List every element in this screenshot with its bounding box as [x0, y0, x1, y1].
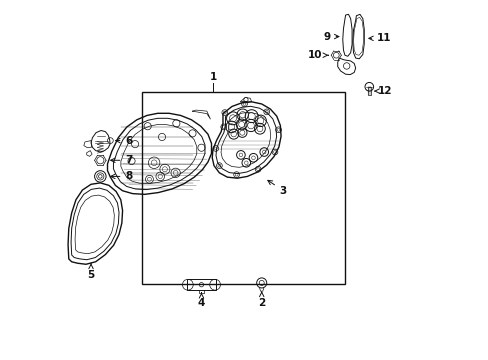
- Bar: [142, 92, 344, 284]
- Text: 3: 3: [267, 180, 286, 195]
- Text: 10: 10: [307, 50, 327, 60]
- Bar: [187, 279, 215, 290]
- Text: 6: 6: [116, 136, 132, 145]
- Text: 2: 2: [258, 292, 265, 308]
- Bar: [367, 87, 370, 95]
- Text: 4: 4: [197, 293, 205, 308]
- Text: 9: 9: [323, 32, 338, 41]
- Text: 1: 1: [209, 72, 216, 82]
- Text: 7: 7: [110, 155, 133, 165]
- Text: 5: 5: [87, 264, 95, 280]
- Text: 12: 12: [374, 86, 391, 96]
- Text: 8: 8: [110, 171, 132, 181]
- Text: 11: 11: [368, 33, 391, 43]
